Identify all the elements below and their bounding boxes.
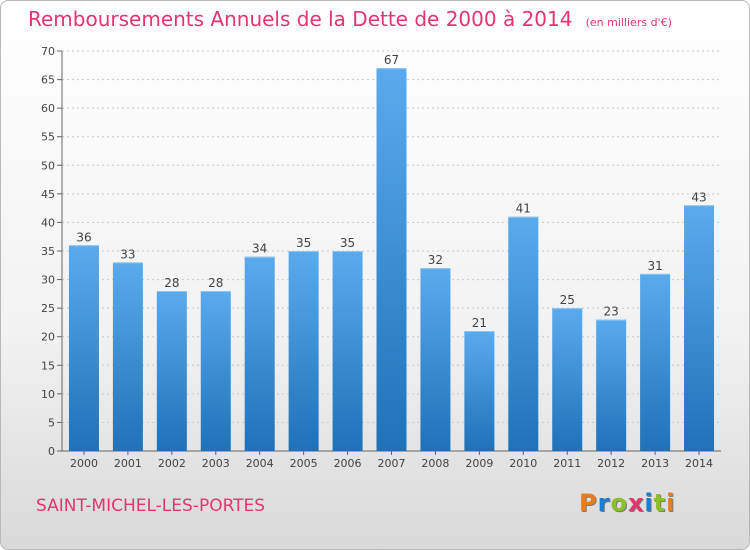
bar-2008 [420,268,451,451]
value-label: 25 [560,293,575,307]
commune-name: SAINT-MICHEL-LES-PORTES [36,496,266,516]
y-tick-label: 25 [41,302,55,315]
chart-title: Remboursements Annuels de la Dette de 20… [28,7,573,31]
x-tick-label: 2004 [246,457,274,470]
logo-letter: P [579,489,598,517]
labels: 36 2000 33 2001 28 2002 28 2003 34 2004 35 2005 35 20… [70,53,713,470]
logo-letter: x [627,489,645,517]
x-tick-label: 2007 [378,457,406,470]
x-tick-label: 2005 [290,457,318,470]
y-tick-label: 55 [41,131,55,144]
logo-letter: i [666,489,676,517]
y-tick-label: 10 [41,388,55,401]
value-label: 33 [120,247,135,261]
value-label: 67 [384,53,399,67]
x-tick-label: 2001 [114,457,142,470]
y-tick-label: 35 [41,245,55,258]
y-tick-label: 20 [41,331,55,344]
value-label: 41 [516,202,531,216]
x-tick-label: 2012 [597,457,625,470]
value-label: 23 [604,305,619,319]
value-label: 28 [208,276,223,290]
bar-2000 [68,245,99,451]
bar-2004 [244,256,275,451]
bar-2009 [464,331,495,451]
bar-2001 [112,262,143,451]
value-label: 34 [252,242,267,256]
y-tick-label: 50 [41,159,55,172]
logo-letter: t [653,489,667,517]
bars [68,68,715,452]
x-tick-label: 2009 [465,457,493,470]
x-tick-label: 2010 [509,457,537,470]
value-label: 32 [428,253,443,267]
y-tick-label: 60 [41,102,55,115]
value-label: 21 [472,316,487,330]
bar-2005 [288,251,319,451]
bar-2010 [508,216,539,451]
bar-2003 [200,291,231,451]
x-tick-label: 2008 [421,457,449,470]
y-tick-label: 45 [41,188,55,201]
logo-letter: o [610,489,628,517]
x-tick-label: 2002 [158,457,186,470]
bar-2012 [596,319,627,451]
value-label: 28 [164,276,179,290]
y-tick-label: 0 [48,445,55,458]
y-tick-label: 40 [41,216,55,229]
x-tick-label: 2011 [553,457,581,470]
x-tick-label: 2003 [202,457,230,470]
title-row: Remboursements Annuels de la Dette de 20… [28,7,672,31]
x-tick-label: 2013 [641,457,669,470]
value-label: 31 [647,259,662,273]
x-tick-label: 2014 [685,457,713,470]
bar-2014 [684,205,715,451]
y-tick-label: 15 [41,359,55,372]
y-tick-label: 5 [48,416,55,429]
bar-2007 [376,68,407,452]
bar-2002 [156,291,187,451]
bar-2011 [552,308,583,451]
x-tick-label: 2006 [334,457,362,470]
y-tick-label: 70 [41,45,55,58]
axes: 0 5 10 15 20 25 30 35 40 45 50 55 60 65 70 [41,45,721,458]
value-label: 36 [76,230,91,244]
chart-subtitle: (en milliers d'€) [585,16,672,29]
value-label: 35 [296,236,311,250]
value-label: 43 [691,190,706,204]
value-label: 35 [340,236,355,250]
bar-2006 [332,251,363,451]
bar-2013 [640,273,671,451]
proxiti-logo[interactable]: Proxiti [579,489,675,517]
x-tick-label: 2000 [70,457,98,470]
logo-letter: i [644,489,654,517]
y-tick-label: 65 [41,74,55,87]
logo-letter: r [597,489,611,517]
y-tick-label: 30 [41,274,55,287]
